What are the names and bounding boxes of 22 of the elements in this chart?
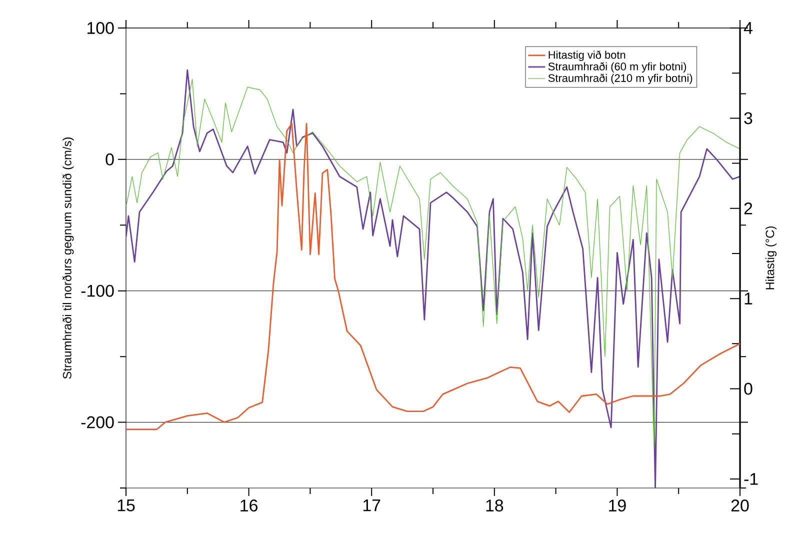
y2-tick-label: 3 [744,112,752,124]
line-series [126,122,740,430]
y2-tick-label: 0 [744,382,752,395]
y2-tick-label: 1 [744,292,752,304]
y-tick-label: 0 [106,153,114,166]
y2-tick-label: 4 [744,22,752,34]
y2-axis-title: Hitastig (°C) [765,226,777,290]
y-tick-label: -200 [81,416,114,428]
y-tick-label: 100 [88,22,114,34]
y2-tick-label: -1 [744,473,758,485]
x-tick-label: 20 [731,500,749,512]
x-tick-label: 16 [240,500,258,512]
legend-label: Straumhraði (60 m yfir botni) [548,62,686,73]
legend-label: Hitastig við botn [548,50,626,61]
legend-label: Straumhraði (210 m yfir botni) [548,74,692,84]
x-tick-label: 17 [363,500,380,512]
y-axis-title: Straumhraði til norðurs gegnum sundið (cm/s) [62,138,74,379]
x-tick-label: 19 [609,500,626,512]
y2-tick-label: 2 [744,202,752,214]
x-tick-label: 15 [118,500,135,512]
y-tick-label: -100 [81,284,114,297]
x-tick-label: 18 [486,500,504,512]
